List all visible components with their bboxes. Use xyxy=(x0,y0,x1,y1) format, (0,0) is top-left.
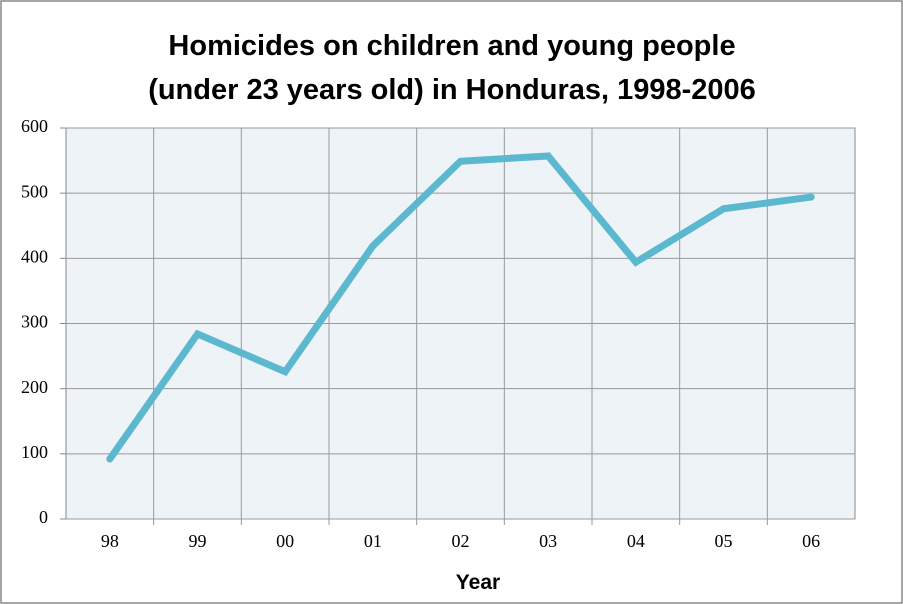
x-tick-label: 06 xyxy=(802,531,820,551)
y-tick-label: 300 xyxy=(21,312,48,332)
y-tick-label: 600 xyxy=(21,116,48,136)
y-tick-label: 500 xyxy=(21,181,48,201)
y-tick-label: 100 xyxy=(21,442,48,462)
x-tick-label: 99 xyxy=(189,531,207,551)
x-tick-label: 00 xyxy=(276,531,294,551)
data-line xyxy=(106,152,815,463)
x-tick-label: 04 xyxy=(627,531,645,551)
x-tick-label: 05 xyxy=(715,531,733,551)
y-tick-label: 400 xyxy=(21,246,48,266)
y-tick-label: 0 xyxy=(39,507,48,527)
x-tick-label: 98 xyxy=(101,531,119,551)
y-tick-label: 200 xyxy=(21,377,48,397)
x-tick-label: 02 xyxy=(452,531,470,551)
x-tick-label: 03 xyxy=(539,531,557,551)
x-axis-title: Year xyxy=(456,571,500,594)
chart-title: Homicides on children and young people xyxy=(168,30,735,62)
chart-title: (under 23 years old) in Honduras, 1998-2… xyxy=(148,74,756,106)
x-tick-label: 01 xyxy=(364,531,382,551)
